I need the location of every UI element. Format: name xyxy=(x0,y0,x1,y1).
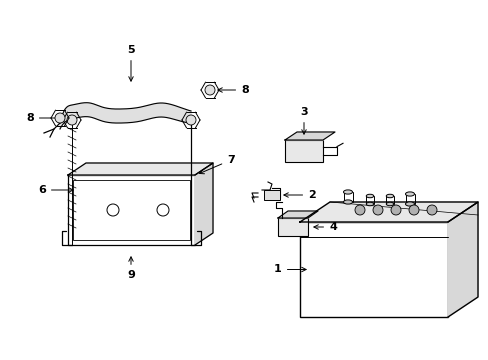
Text: 8: 8 xyxy=(26,113,61,123)
Circle shape xyxy=(426,205,436,215)
Ellipse shape xyxy=(366,194,373,198)
Ellipse shape xyxy=(405,202,414,206)
Text: 2: 2 xyxy=(284,190,315,200)
Text: 3: 3 xyxy=(300,107,307,134)
Circle shape xyxy=(67,115,77,125)
Circle shape xyxy=(372,205,382,215)
Bar xyxy=(285,140,323,162)
Circle shape xyxy=(408,205,418,215)
Text: 8: 8 xyxy=(218,85,248,95)
Ellipse shape xyxy=(366,202,373,206)
Text: 9: 9 xyxy=(127,257,135,280)
Circle shape xyxy=(204,85,215,95)
Text: 7: 7 xyxy=(199,155,234,174)
Circle shape xyxy=(390,205,400,215)
Ellipse shape xyxy=(405,192,414,196)
Circle shape xyxy=(55,113,65,123)
Ellipse shape xyxy=(386,194,393,198)
Circle shape xyxy=(185,115,196,125)
Circle shape xyxy=(354,205,364,215)
Polygon shape xyxy=(285,132,334,140)
Bar xyxy=(73,180,190,240)
Text: 4: 4 xyxy=(313,222,336,232)
Text: 5: 5 xyxy=(127,45,135,81)
Text: 1: 1 xyxy=(274,265,305,274)
Polygon shape xyxy=(60,103,191,129)
Bar xyxy=(278,218,307,236)
Bar xyxy=(68,175,195,245)
Bar xyxy=(299,222,447,317)
Polygon shape xyxy=(68,163,213,175)
Bar xyxy=(264,190,280,200)
Text: 6: 6 xyxy=(38,185,73,195)
Polygon shape xyxy=(299,202,477,222)
Ellipse shape xyxy=(386,202,393,206)
Polygon shape xyxy=(278,211,317,218)
Polygon shape xyxy=(195,163,213,245)
Polygon shape xyxy=(447,202,477,317)
Ellipse shape xyxy=(343,200,352,204)
Ellipse shape xyxy=(343,190,352,194)
